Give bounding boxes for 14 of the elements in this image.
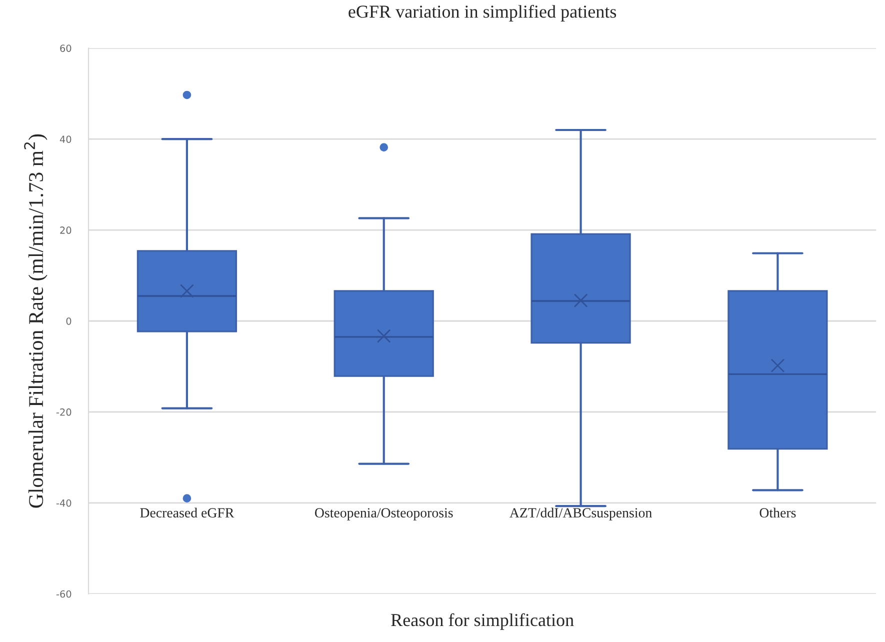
y-tick-label: 40 [60,136,72,143]
y-tick-label: -40 [56,499,72,507]
y-tick-label: 60 [60,44,72,52]
y-tick-label: 20 [60,226,72,234]
y-axis-title: Glomerular Filtration Rate (ml/min/1.73 m$^{2}$) [24,134,48,508]
x-axis-title: Reason for simplification [391,613,574,630]
x-tick-label: Others [760,508,796,518]
y-tick-label: -20 [56,408,72,416]
x-tick-label: Osteopenia/Osteoporosis [315,508,453,520]
x-tick-label: Decreased eGFR [140,508,234,518]
x-tick-label: AZT/ddI/ABCsuspension [510,508,652,520]
y-tick-label: -60 [56,590,72,598]
y-tick-label: 0 [66,317,72,325]
chart-title: eGFR variation in simplified patients [348,4,616,22]
